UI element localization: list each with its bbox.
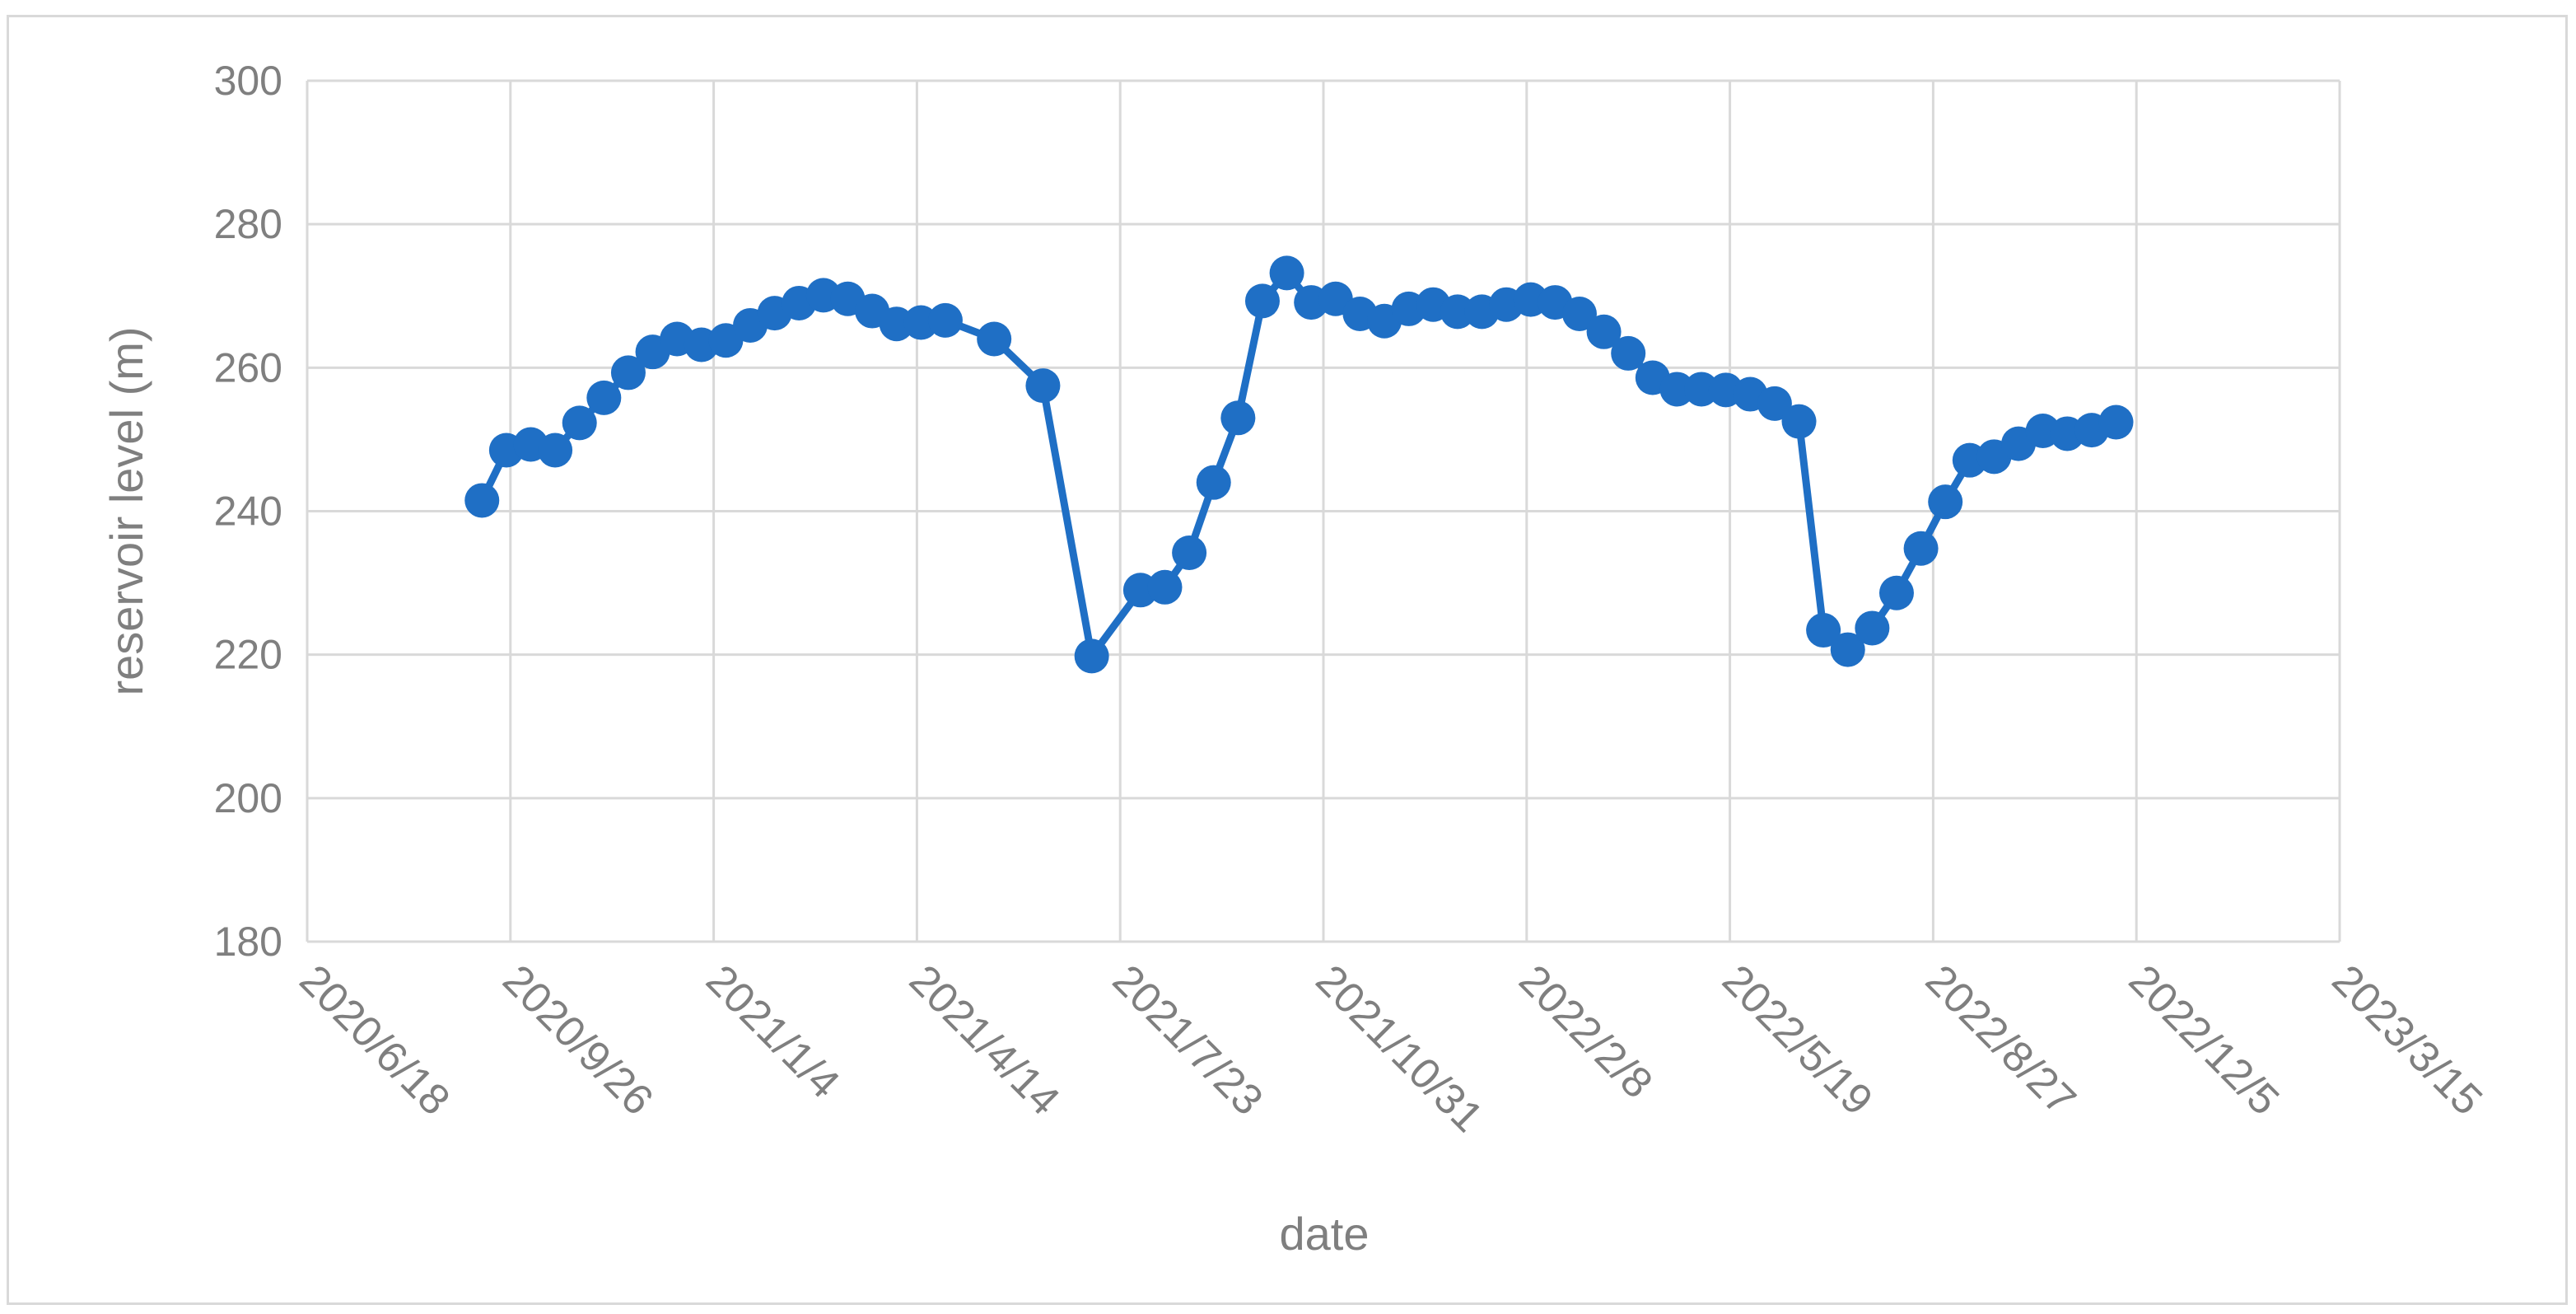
x-tick-label: 2022/8/27 [1916,956,2085,1125]
data-point [1025,368,1061,404]
x-tick-label: 2022/2/8 [1510,956,1661,1107]
x-axis-title: date [1280,1208,1370,1260]
data-point [1074,638,1109,674]
x-tick-label: 2023/3/15 [2323,956,2492,1125]
y-tick-label: 300 [214,58,282,104]
y-tick-label: 240 [214,489,282,535]
x-tick-labels: 2020/6/18 2020/9/26 2021/1/4 2021/4/14 2021/… [291,956,2492,1141]
x-tick-label: 2022/5/19 [1713,956,1882,1125]
axes [306,81,2340,943]
x-tick-label: 2021/1/4 [697,956,848,1107]
data-point [2098,404,2134,440]
data-point [1172,535,1207,571]
data-point [1196,465,1231,500]
data-point [1928,484,1963,520]
data-point [879,306,914,342]
x-tick-label: 2020/9/26 [493,956,662,1125]
data-point [1220,400,1256,436]
data-point [538,433,573,468]
y-tick-label: 260 [214,344,282,390]
data-point [1659,372,1695,407]
data-point [977,321,1012,357]
y-tick-label: 200 [214,775,282,821]
data-point [1830,632,1865,667]
data-point [1611,335,1646,371]
data-point [1684,372,1720,407]
data-point [464,483,500,518]
data-point [1269,255,1304,291]
data-point [562,405,597,441]
data-point [1147,569,1183,605]
data-point [1586,314,1622,349]
data-point [1806,613,1841,648]
x-tick-label: 2021/7/23 [1104,956,1272,1125]
x-tick-label: 2020/6/18 [291,956,460,1125]
data-point [1757,386,1792,421]
y-tick-label: 180 [214,919,282,965]
data-point [1903,531,1939,566]
x-tick-label: 2021/4/14 [900,956,1069,1125]
data-point [1244,283,1280,319]
y-tick-labels: 180 200 220 240 260 280 300 [214,58,282,965]
x-tick-label: 2022/12/5 [2120,956,2289,1125]
y-tick-label: 280 [214,201,282,247]
line-chart: 180 200 220 240 260 280 300 2020/6/18 2020/9/26… [100,58,2492,1260]
data-point [1781,404,1817,439]
x-tick-label: 2021/10/31 [1307,956,1492,1141]
y-tick-label: 220 [214,632,282,678]
gridlines [307,79,2341,942]
series-reservoir-level [464,255,2134,674]
chart-frame: 180 200 220 240 260 280 300 2020/6/18 2020/9/26… [7,15,2568,1305]
data-point [610,355,646,390]
data-point [1440,294,1475,330]
data-point [1561,297,1597,332]
y-axis-title: reservoir level (m) [100,326,152,695]
data-point [1855,610,1890,646]
data-point [586,380,622,415]
data-point [1878,575,1914,610]
data-point [927,302,963,338]
